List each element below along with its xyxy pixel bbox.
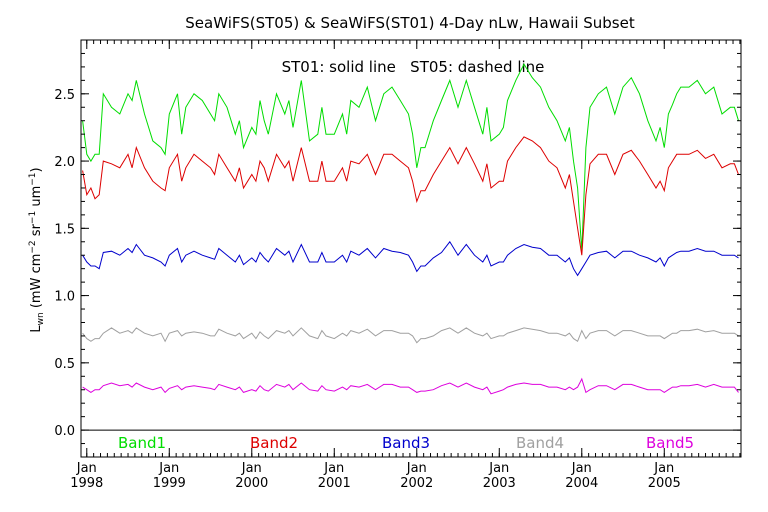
legend: Band1 Band2 Band3 Band4 Band5	[118, 434, 694, 452]
legend-item-band4: Band4	[516, 434, 564, 452]
y-axis-label: Lwn (mW cm−2 sr−1 um−1)	[28, 167, 46, 332]
x-tick-label-month: Jan	[241, 461, 262, 476]
series-line-band1	[82, 63, 739, 252]
legend-item-band3: Band3	[382, 434, 430, 452]
x-tick-label-month: Jan	[158, 461, 179, 476]
legend-item-band2: Band2	[250, 434, 298, 452]
x-tick-label-month: Jan	[76, 461, 97, 476]
x-tick-label-month: Jan	[406, 461, 427, 476]
legend-item-band1: Band1	[118, 434, 166, 452]
y-tick-label: 0.0	[54, 424, 75, 439]
axes: 0.00.51.01.52.02.5Jan1998Jan1999Jan2000J…	[54, 39, 742, 491]
x-tick-label-year: 2003	[483, 476, 516, 491]
x-tick-label-month: Jan	[653, 461, 674, 476]
series-line-band2	[82, 136, 739, 256]
series-line-band4	[82, 327, 739, 344]
x-tick-label-month: Jan	[488, 461, 509, 476]
series-layer	[82, 63, 739, 395]
chart-title: SeaWiFS(ST05) & SeaWiFS(ST01) 4-Day nLw,…	[185, 14, 635, 32]
y-tick-label: 1.5	[54, 222, 75, 237]
x-tick-label-year: 2004	[565, 476, 598, 491]
y-tick-label: 2.5	[54, 88, 75, 103]
x-tick-label-year: 2002	[400, 476, 433, 491]
legend-item-band5: Band5	[646, 434, 694, 452]
series-line-band3	[82, 240, 739, 277]
x-tick-label-year: 2005	[648, 476, 681, 491]
line-style-annotation: ST01: solid line ST05: dashed line	[282, 58, 545, 76]
x-tick-label-year: 1999	[153, 476, 186, 491]
x-tick-label-month: Jan	[571, 461, 592, 476]
x-tick-label-month: Jan	[323, 461, 344, 476]
x-tick-label-year: 2000	[235, 476, 268, 491]
y-tick-label: 1.0	[54, 290, 75, 305]
x-tick-label-year: 2001	[318, 476, 351, 491]
y-tick-label: 2.0	[54, 155, 75, 170]
series-line-band5	[82, 377, 739, 395]
x-tick-label-year: 1998	[70, 476, 103, 491]
plot-frame	[80, 39, 742, 458]
y-tick-label: 0.5	[54, 357, 75, 372]
